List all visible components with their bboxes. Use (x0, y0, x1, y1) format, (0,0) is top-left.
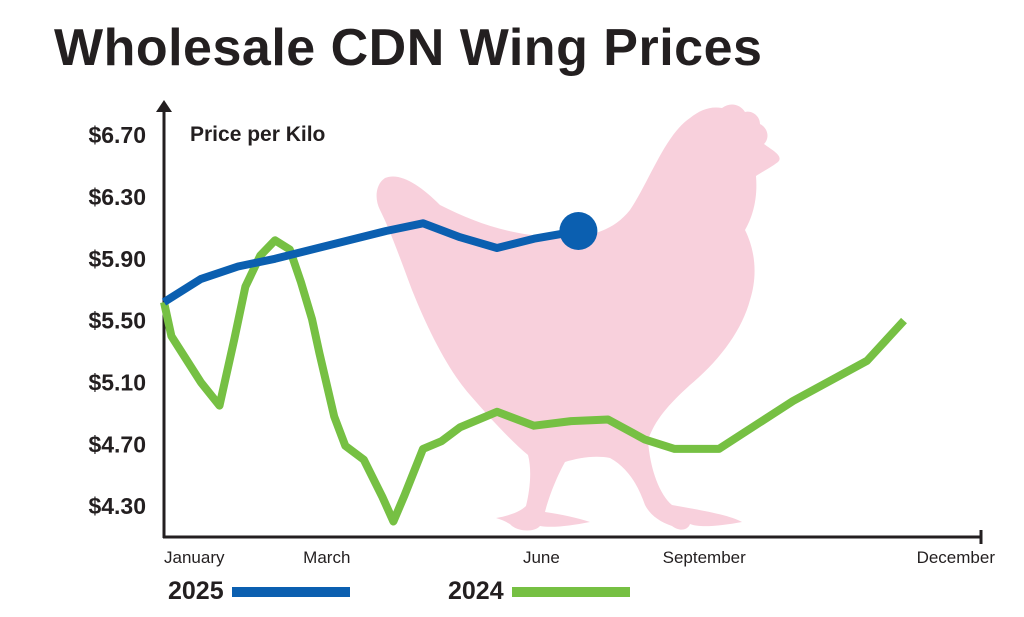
axes (156, 100, 983, 544)
chicken-silhouette-icon (376, 104, 780, 531)
legend-item-2025: 2025 (168, 577, 350, 606)
legend-swatch-2024 (511, 586, 630, 597)
series-lines (160, 212, 907, 526)
x-tick-label: December (917, 548, 996, 567)
series-line-2025 (161, 219, 580, 306)
y-tick-label: $5.10 (88, 369, 146, 395)
y-tick-label: $5.90 (88, 246, 146, 272)
y-axis-title: Price per Kilo (190, 123, 325, 146)
x-tick-label: September (663, 548, 746, 567)
y-tick-label: $4.30 (88, 493, 146, 519)
legend-label-2025: 2025 (168, 577, 224, 605)
y-tick-label: $6.70 (88, 122, 146, 148)
y-tick-label: $5.50 (88, 308, 146, 334)
legend-item-2024: 2024 (448, 577, 630, 606)
x-tick-label: June (523, 548, 560, 567)
legend-label-2024: 2024 (448, 577, 504, 605)
legend-swatch-2025 (231, 586, 350, 597)
x-tick-label: March (303, 548, 350, 567)
chart-title: Wholesale CDN Wing Prices (54, 19, 763, 77)
chicken-silhouette-shape (376, 104, 780, 531)
y-tick-label: $6.30 (88, 184, 146, 210)
y-axis-arrow-icon (156, 100, 172, 112)
series-end-marker-2025 (559, 212, 598, 250)
y-tick-label: $4.70 (88, 431, 146, 457)
series-line-2024 (160, 236, 907, 526)
x-tick-labels: January March June September December (164, 548, 995, 567)
y-tick-labels: $6.70 $6.30 $5.90 $5.50 $5.10 $4.70 $4.30 (88, 122, 146, 519)
x-tick-label: January (164, 548, 225, 567)
